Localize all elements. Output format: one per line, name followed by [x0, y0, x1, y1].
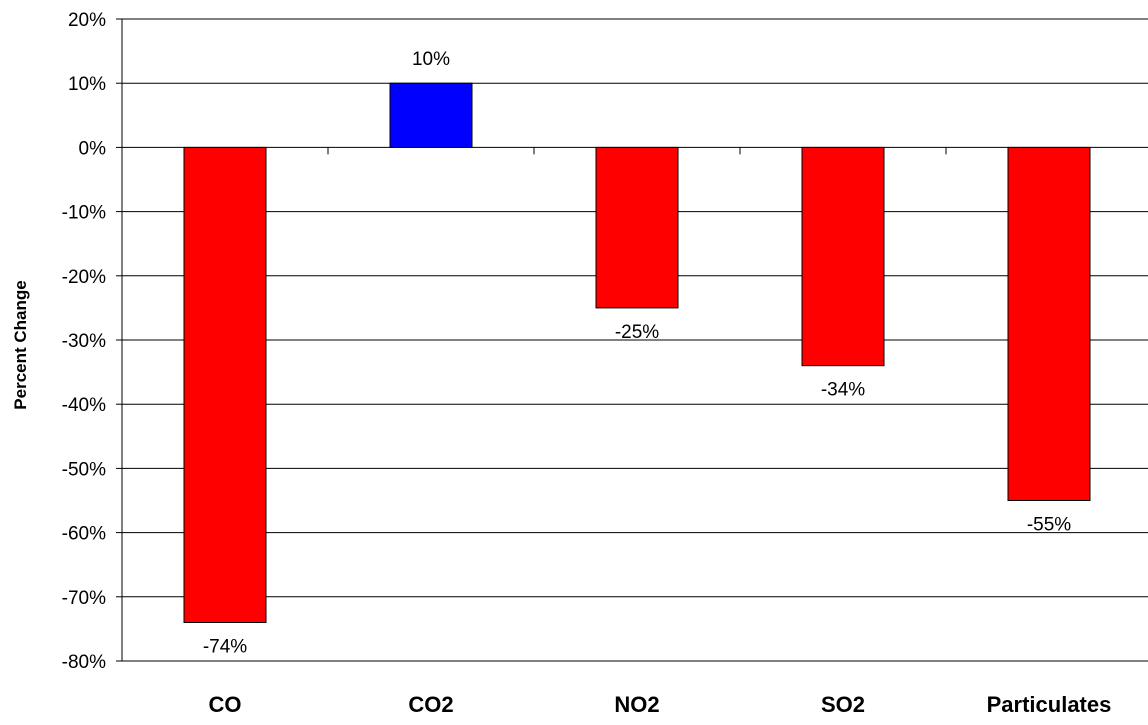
y-tick-label: -50%	[62, 459, 106, 480]
data-label: 10%	[412, 49, 450, 70]
bar-co2	[389, 82, 473, 148]
data-label: -55%	[1027, 515, 1071, 536]
y-tick-label: -40%	[62, 395, 106, 416]
bar-particulates	[1007, 146, 1091, 501]
y-tick-label: -70%	[62, 588, 106, 609]
x-category-label: CO	[209, 692, 242, 717]
y-tick-label: -10%	[62, 203, 106, 224]
x-category-label: SO2	[821, 692, 865, 717]
y-tick-label: 10%	[68, 74, 106, 95]
bar-no2	[595, 146, 679, 309]
x-category-label: Particulates	[987, 692, 1112, 717]
bar-so2	[801, 146, 885, 367]
y-tick-label: -20%	[62, 267, 106, 288]
y-axis-title: Percent Change	[11, 280, 30, 409]
y-tick-label: -30%	[62, 331, 106, 352]
y-tick-label: -60%	[62, 524, 106, 545]
y-tick-label: -80%	[62, 652, 106, 673]
axes	[116, 18, 947, 662]
data-label: -25%	[615, 322, 659, 343]
data-label: -74%	[203, 636, 247, 657]
y-tick-label: 20%	[68, 10, 106, 31]
bar-co	[183, 146, 267, 623]
x-category-label: CO2	[408, 692, 453, 717]
y-tick-label: 0%	[79, 138, 107, 159]
x-category-label: NO2	[614, 692, 659, 717]
data-label: -34%	[821, 380, 865, 401]
bars	[183, 82, 1091, 623]
labels: 20% 10% 0% -10% -20% -30% -40% -50% -60% -70% -80%…	[62, 10, 1112, 717]
